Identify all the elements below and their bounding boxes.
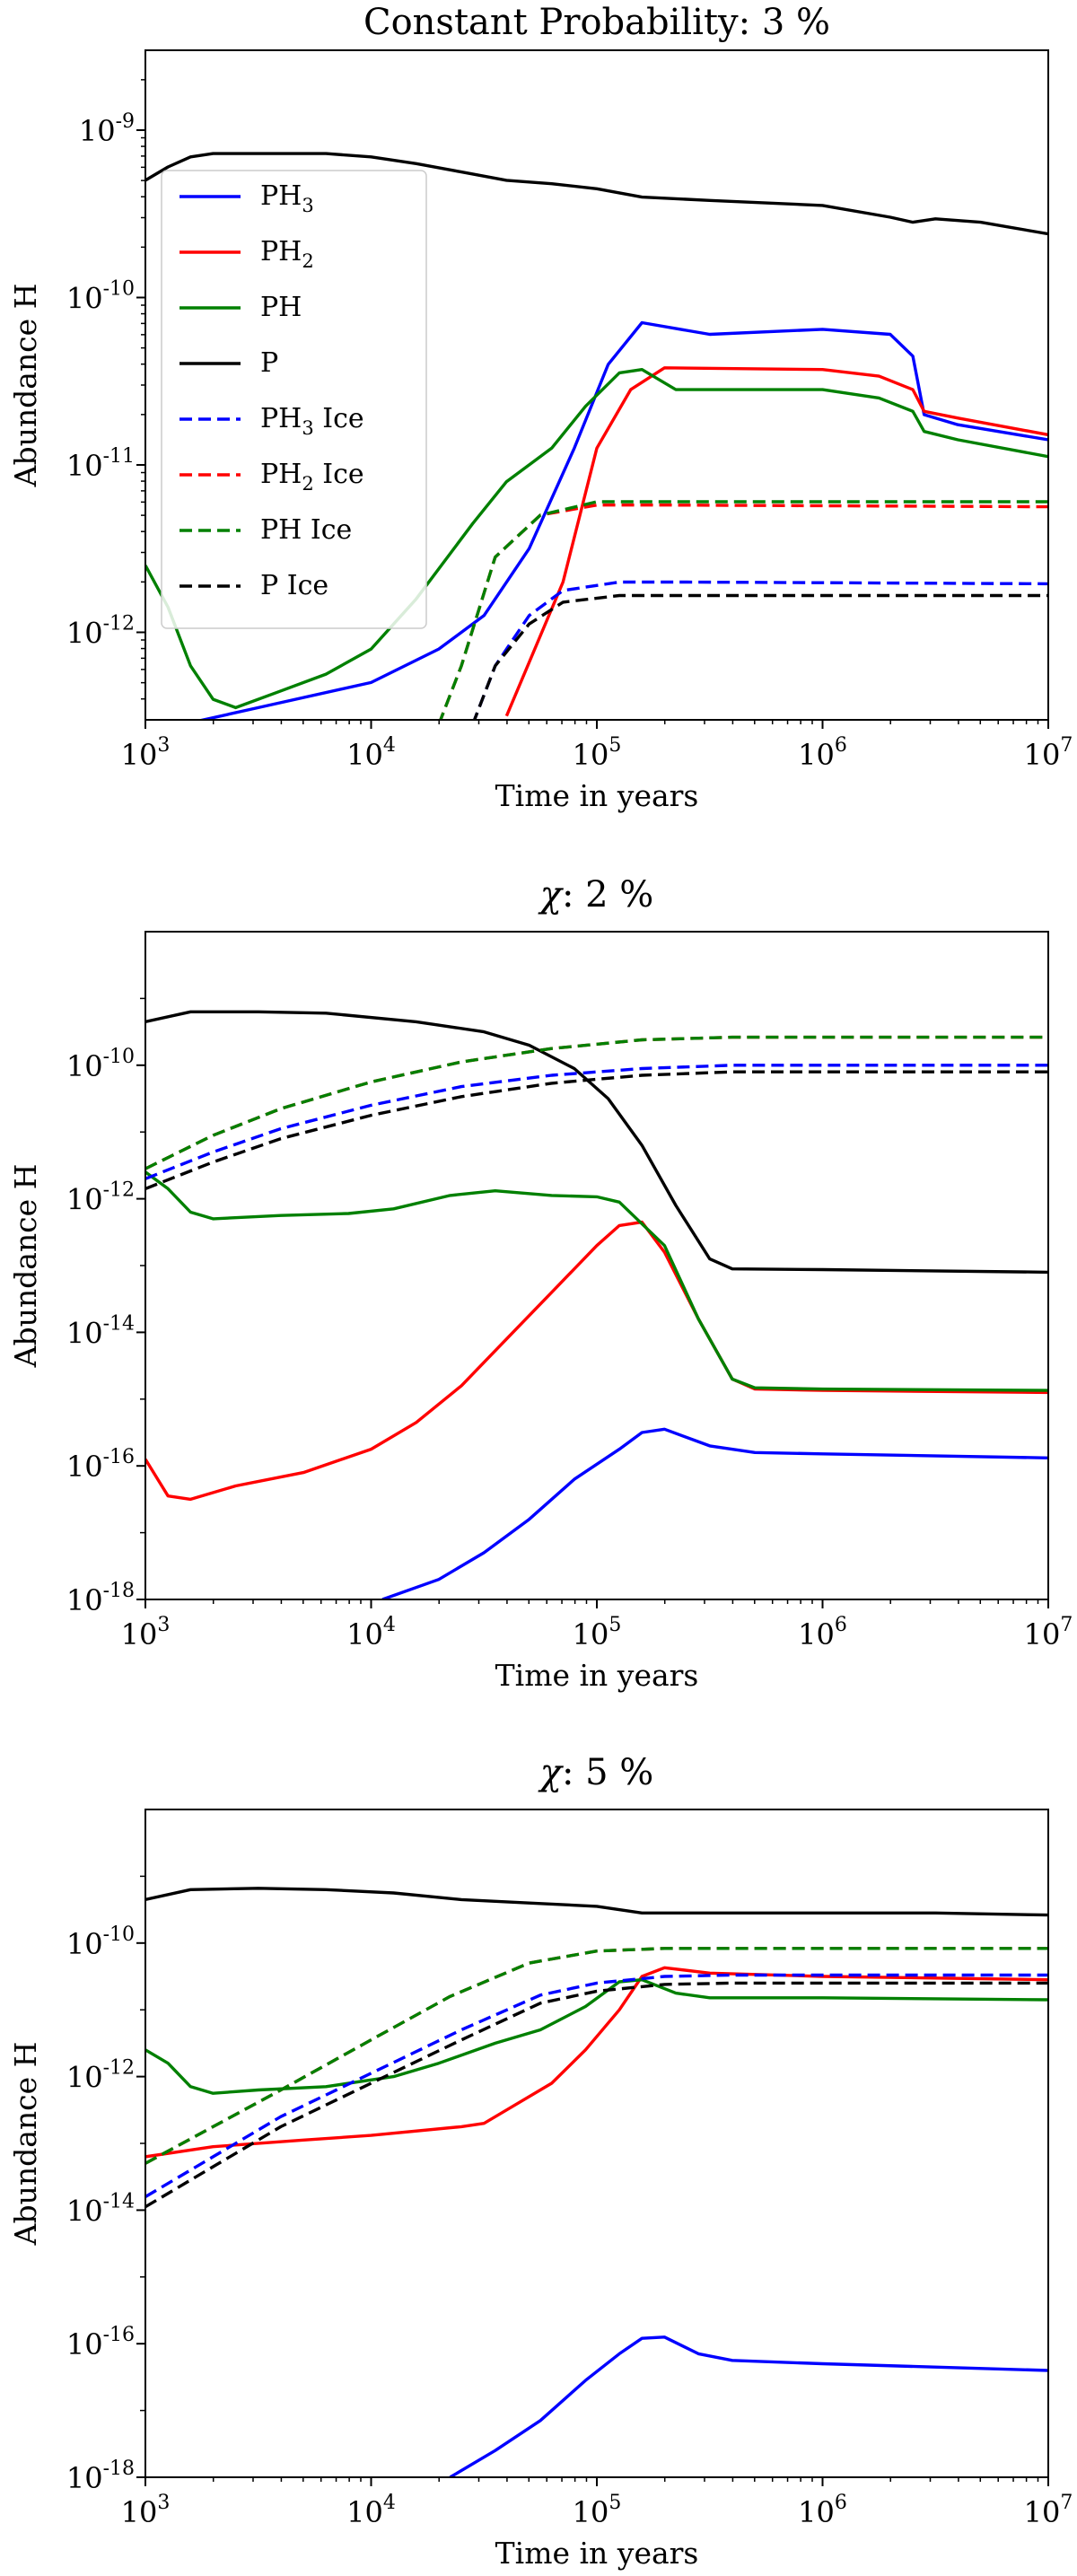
- y-tick-label: 10-10: [66, 1923, 135, 1961]
- legend: PH3 PH2 PH P PH3 Ice PH2 Ice PH Ice P Ice: [161, 170, 427, 629]
- chart-title: χ: 5 %: [538, 1752, 654, 1793]
- series-line-ph-ice: [439, 500, 1048, 720]
- series-line-ph-ice: [145, 1947, 1048, 2165]
- plot-frame: [144, 931, 1049, 1600]
- series-line-ph3-ice: [145, 1973, 1048, 2198]
- x-tick-label: 104: [346, 2492, 396, 2529]
- series-line-p-ice: [145, 1981, 1048, 2209]
- series-line-ph3: [381, 1427, 1048, 1599]
- series-line-p-ice: [145, 1070, 1048, 1190]
- series-line-ph3: [196, 320, 1048, 720]
- x-tick-label: 103: [121, 734, 171, 772]
- series-line-ph2-ice: [145, 1035, 1048, 1170]
- y-tick-label: 10-18: [66, 2458, 135, 2495]
- x-axis-label: Time in years: [495, 1658, 699, 1693]
- x-tick-label: 103: [121, 1614, 171, 1652]
- chart-chi-5-percent: χ: 5 % 103 104 105 106 107 10-10 10-12 10-14 10-1…: [8, 1752, 1073, 2571]
- series-line-ph2: [145, 1220, 1048, 1502]
- legend-entry-label: PH3 Ice: [260, 403, 364, 439]
- x-tick-label: 104: [346, 734, 396, 772]
- legend-box: [161, 170, 427, 629]
- series-line-ph2: [145, 1966, 1048, 2159]
- x-tick-label: 106: [798, 734, 847, 772]
- y-tick-label: 10-10: [66, 1046, 135, 1083]
- x-tick-label: 104: [346, 1614, 396, 1652]
- series-line-p: [145, 1010, 1048, 1275]
- chart-panel-chi-2: χ: 2 % 103 104 105 106 107 10-10 10-12 10-14 10-1…: [0, 862, 1077, 1705]
- x-axis-label: Time in years: [495, 2536, 699, 2571]
- series-line-ph: [145, 1978, 1048, 2095]
- legend-entry-label: P: [260, 347, 278, 379]
- y-tick-label: 10-11: [66, 445, 135, 483]
- series-line-ph3-ice: [145, 1064, 1048, 1180]
- series-line-p: [145, 1887, 1048, 1917]
- series-line-ph3: [449, 2335, 1048, 2477]
- chart-panel-constant-probability: Constant Probability: 3 % 103 104 105 106 107…: [0, 0, 1077, 844]
- y-tick-label: 10-12: [66, 2057, 135, 2095]
- legend-entry-label: PH2: [260, 236, 314, 272]
- series-line-ph2: [504, 366, 1048, 717]
- x-tick-label: 105: [573, 1614, 622, 1652]
- series-line-ph-ice: [145, 1035, 1048, 1170]
- y-tick-label: 10-14: [66, 2190, 135, 2228]
- y-axis-label: Abundance H: [8, 284, 43, 488]
- legend-entry-label: PH3: [260, 180, 314, 216]
- series-group: [145, 152, 1048, 720]
- y-tick-label: 10-14: [66, 1312, 135, 1350]
- series-group: [145, 1887, 1048, 2477]
- chart-title: χ: 2 %: [538, 874, 654, 916]
- series-line-p-ice: [472, 593, 1048, 720]
- legend-entry-label: P Ice: [260, 570, 328, 601]
- y-axis-label: Abundance H: [8, 2042, 43, 2247]
- chart-constant-probability: Constant Probability: 3 % 103 104 105 106 107…: [8, 2, 1073, 813]
- x-tick-label: 106: [798, 1614, 847, 1652]
- legend-entry-label: PH Ice: [260, 514, 352, 546]
- chart-panel-chi-5: χ: 5 % 103 104 105 106 107 10-10 10-12 10-14 10-1…: [0, 1732, 1077, 2576]
- series-line-p: [145, 152, 1048, 236]
- x-tick-label: 107: [1024, 2492, 1073, 2529]
- x-tick-label: 105: [573, 2492, 622, 2529]
- x-tick-label: 105: [573, 734, 622, 772]
- y-tick-label: 10-16: [66, 1446, 135, 1484]
- legend-entry-label: PH2 Ice: [260, 459, 364, 495]
- series-line-ph: [145, 1170, 1048, 1392]
- series-line-ph2-ice: [145, 1947, 1048, 2165]
- y-tick-label: 10-9: [79, 110, 135, 148]
- x-tick-label: 107: [1024, 1614, 1073, 1652]
- x-tick-label: 103: [121, 2492, 171, 2529]
- x-axis-label: Time in years: [495, 778, 699, 813]
- y-tick-label: 10-12: [66, 612, 135, 650]
- chart-chi-2-percent: χ: 2 % 103 104 105 106 107 10-10 10-12 10-14 10-1…: [8, 874, 1073, 1693]
- x-tick-label: 107: [1024, 734, 1073, 772]
- x-tick-label: 106: [798, 2492, 847, 2529]
- y-tick-label: 10-10: [66, 277, 135, 315]
- chart-title: Constant Probability: 3 %: [363, 2, 830, 43]
- series-line-ph: [145, 368, 1048, 710]
- y-tick-label: 10-18: [66, 1580, 135, 1617]
- y-axis-label: Abundance H: [8, 1164, 43, 1369]
- y-tick-label: 10-12: [66, 1179, 135, 1217]
- series-group: [145, 1010, 1048, 1599]
- y-tick-label: 10-16: [66, 2324, 135, 2361]
- legend-entry-label: PH: [260, 292, 302, 323]
- plot-frame: [144, 1809, 1049, 2478]
